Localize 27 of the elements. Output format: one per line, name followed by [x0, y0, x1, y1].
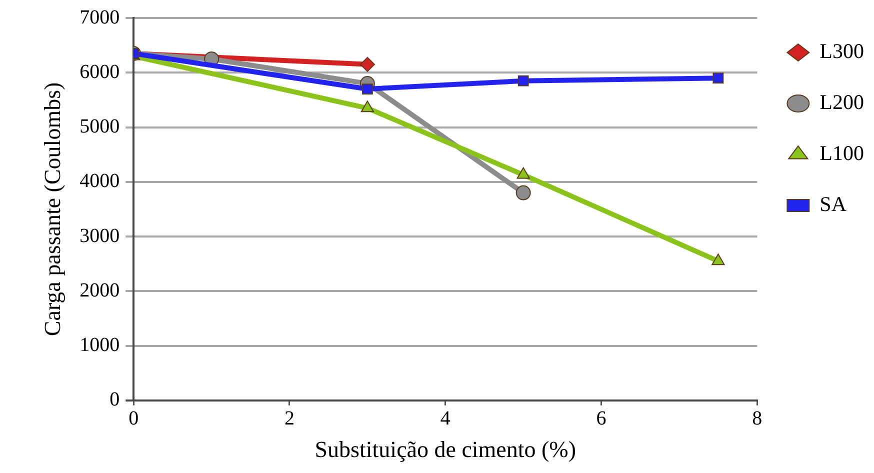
- x-axis-title: Substituição de cimento (%): [314, 437, 576, 462]
- y-tick-label: 1000: [80, 334, 120, 356]
- legend-label: L100: [820, 141, 864, 166]
- point: [516, 185, 531, 200]
- x-tick-label: 2: [284, 408, 294, 430]
- point: [360, 56, 375, 72]
- y-tick-label: 5000: [80, 116, 120, 138]
- point: [712, 254, 725, 266]
- y-tick-label: 0: [110, 388, 120, 411]
- point: [516, 167, 530, 179]
- legend-label: SA: [820, 192, 848, 216]
- x-tick-label: 6: [596, 408, 606, 430]
- point: [362, 84, 373, 94]
- legend-label: L200: [820, 90, 864, 114]
- y-axis-title: Carga passante (Coulombs): [40, 82, 65, 336]
- y-tick-label: 6000: [80, 60, 120, 83]
- x-tick-label: 8: [752, 408, 762, 430]
- point: [712, 72, 724, 84]
- y-tick-label: 3000: [80, 224, 120, 247]
- y-tick-label: 4000: [80, 170, 120, 192]
- point: [518, 75, 529, 86]
- y-tick-label: 2000: [80, 279, 120, 302]
- y-tick-label: 7000: [80, 6, 120, 28]
- x-tick-label: 0: [128, 408, 139, 430]
- point: [360, 100, 374, 112]
- legend-label: L300: [820, 39, 864, 64]
- x-tick-label: 4: [440, 408, 450, 430]
